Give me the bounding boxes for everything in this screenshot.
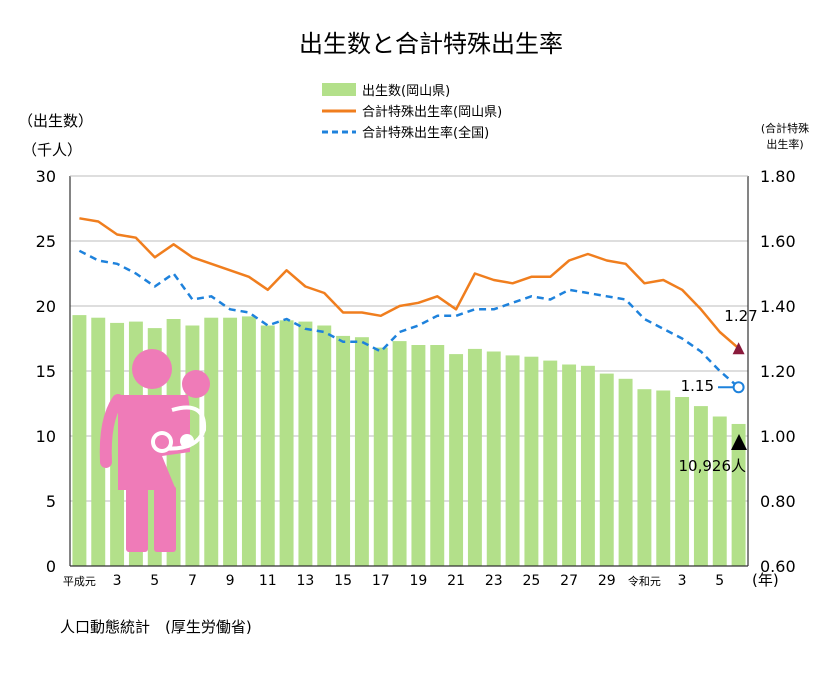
y-left-tick-label: 25 — [36, 232, 56, 251]
bar-births — [411, 345, 426, 566]
national-rate-marker — [732, 381, 745, 394]
x-tick-label: 15 — [334, 573, 352, 589]
bar-births — [675, 397, 690, 566]
x-tick-label: 29 — [598, 573, 616, 589]
bar-births — [486, 351, 501, 566]
y-right-tick-label: 0.60 — [760, 557, 796, 576]
legend-label-national-rate: 合計特殊出生率(全国) — [362, 125, 489, 141]
okayama-rate-annotation: 1.27 — [724, 307, 757, 325]
legend-swatch-births — [322, 83, 356, 96]
x-tick-label: 7 — [188, 573, 197, 589]
x-tick-label: 平成元 — [63, 575, 96, 588]
x-tick-label: 3 — [113, 573, 122, 589]
x-tick-label: 令和元 — [628, 574, 661, 588]
x-tick-label: 25 — [523, 573, 541, 589]
bar-births — [656, 390, 671, 566]
x-tick-label: 19 — [410, 573, 428, 589]
bar-births — [693, 406, 708, 566]
bar-births — [430, 345, 445, 566]
y-right-tick-label: 1.40 — [760, 297, 796, 316]
births-marker — [731, 434, 747, 450]
legend-label-okayama-rate: 合計特殊出生率(岡山県) — [362, 104, 502, 120]
births-annotation: 10,926人 — [679, 457, 747, 475]
national-rate-annotation: 1.15 — [681, 377, 714, 395]
bar-births — [449, 354, 464, 566]
bar-births — [317, 325, 332, 566]
source-note: 人口動態統計 (厚生労働省) — [60, 618, 252, 636]
legend: 出生数(岡山県) 合計特殊出生率(岡山県) 合計特殊出生率(全国) — [322, 83, 502, 141]
okayama-rate-marker — [732, 342, 745, 355]
y-right-tick-label: 1.80 — [760, 167, 796, 186]
x-tick-label: 17 — [372, 573, 390, 589]
line-national-rate — [78, 249, 740, 389]
y-left-tick-label: 10 — [36, 427, 56, 446]
axes — [69, 175, 749, 567]
y-left-label-line2: （千人） — [22, 141, 82, 159]
y-right-tick-label: 0.80 — [760, 492, 796, 511]
line-okayama-rate — [79, 217, 740, 350]
bar-births — [241, 316, 256, 566]
y-left-label-line1: （出生数） — [18, 112, 93, 130]
x-unit-label: (年) — [752, 571, 779, 589]
y-right-label-line1: (合計特殊 — [761, 121, 809, 135]
y-left-tick-label: 0 — [46, 557, 56, 576]
bar-births — [298, 321, 313, 566]
x-tick-label: 23 — [485, 573, 503, 589]
y-right-tick-label: 1.00 — [760, 427, 796, 446]
bar-births — [373, 347, 388, 566]
y-right-tick-label: 1.60 — [760, 232, 796, 251]
bar-births — [637, 389, 652, 566]
x-tick-label: 3 — [678, 573, 687, 589]
bar-births — [505, 355, 520, 566]
bar-births — [223, 317, 238, 566]
bar-births — [72, 315, 87, 566]
x-tick-label: 13 — [297, 573, 315, 589]
tick-labels: 0 5 10 15 20 25 30 0.60 0.80 1.00 1.20 1.40 1.60 1.80… — [36, 167, 796, 589]
x-tick-label: 11 — [259, 573, 277, 589]
legend-label-births: 出生数(岡山県) — [362, 84, 450, 99]
x-tick-label: 5 — [150, 573, 159, 589]
bar-births — [599, 373, 614, 566]
bar-births — [562, 364, 577, 566]
bar-births — [91, 317, 106, 566]
bar-births — [204, 317, 219, 566]
bar-births — [392, 341, 407, 566]
bar-births — [336, 335, 351, 566]
y-left-tick-label: 15 — [36, 362, 56, 381]
bar-births — [467, 348, 482, 566]
bar-births — [731, 423, 746, 566]
x-tick-label: 27 — [560, 573, 578, 589]
bar-births — [524, 356, 539, 566]
chart-title: 出生数と合計特殊出生率 — [299, 30, 563, 58]
bar-births — [543, 360, 558, 566]
bar-births — [712, 416, 727, 566]
mother-and-baby-icon — [99, 349, 210, 552]
bar-births — [260, 325, 275, 566]
x-tick-label: 5 — [715, 573, 724, 589]
y-left-tick-label: 20 — [36, 297, 56, 316]
bar-births — [279, 320, 294, 566]
y-right-label-line2: 出生率) — [766, 137, 803, 151]
y-right-tick-label: 1.20 — [760, 362, 796, 381]
x-tick-label: 21 — [447, 573, 465, 589]
bar-births — [354, 337, 369, 566]
bar-births — [618, 378, 633, 566]
y-left-tick-label: 5 — [46, 492, 56, 511]
x-tick-label: 9 — [226, 573, 235, 589]
rate-lines — [78, 217, 740, 389]
bar-births — [110, 322, 125, 566]
y-left-tick-label: 30 — [36, 167, 56, 186]
bar-births — [580, 365, 595, 566]
